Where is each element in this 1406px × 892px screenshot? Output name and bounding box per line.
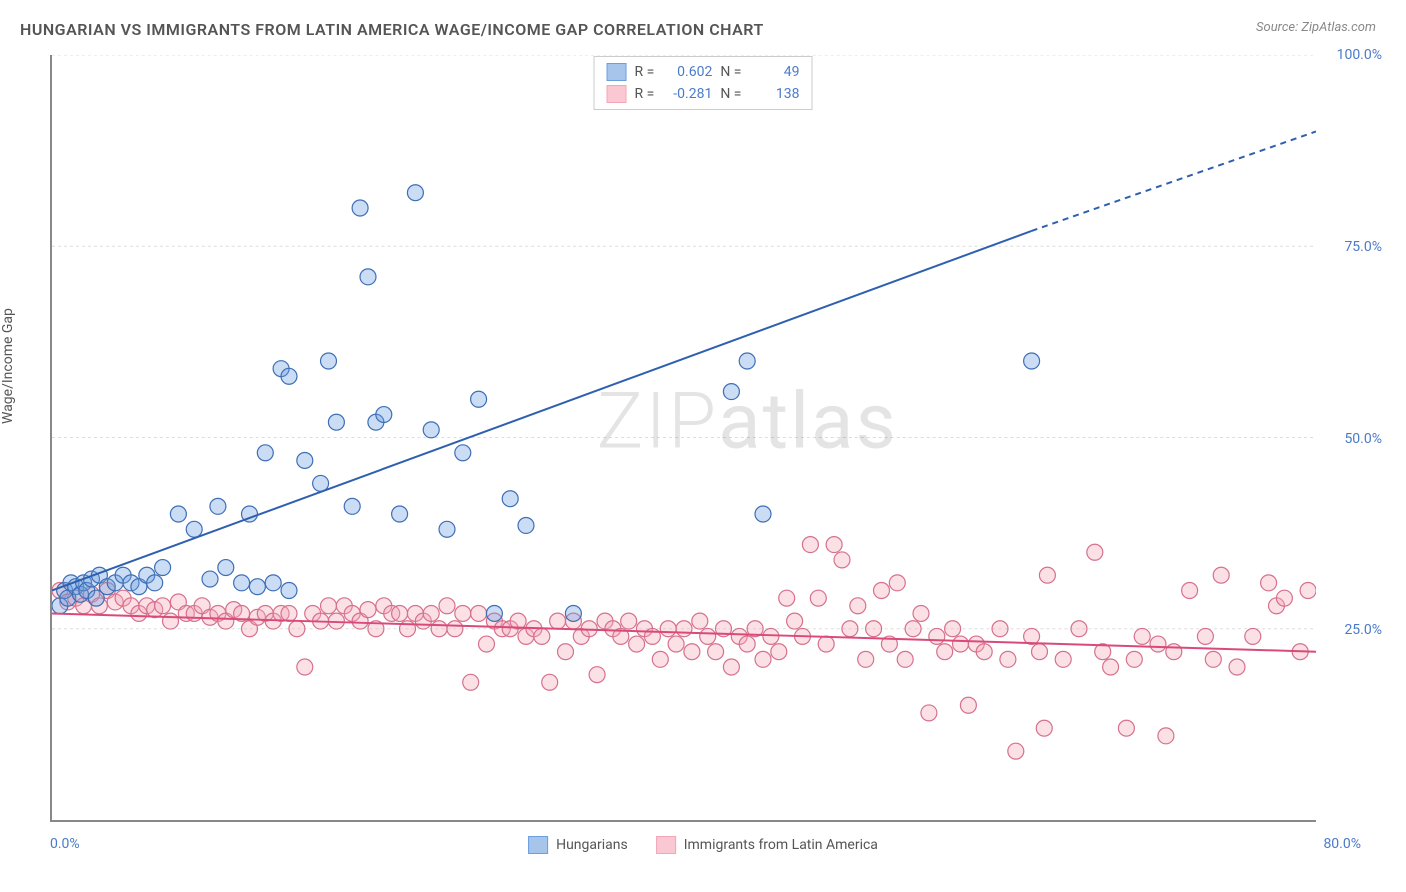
chart-svg xyxy=(52,55,1316,820)
chart-title: HUNGARIAN VS IMMIGRANTS FROM LATIN AMERI… xyxy=(20,20,764,39)
legend-label: Immigrants from Latin America xyxy=(684,837,878,853)
xaxis-min-label: 0.0% xyxy=(50,836,80,852)
legend-swatch-pink xyxy=(607,85,627,103)
yaxis-tick-label: 25.0% xyxy=(1344,622,1382,638)
chart-container: HUNGARIAN VS IMMIGRANTS FROM LATIN AMERI… xyxy=(0,0,1406,892)
legend-row: R = -0.281 N = 138 xyxy=(607,83,800,105)
n-value: 49 xyxy=(749,64,799,80)
r-value: -0.281 xyxy=(662,86,712,102)
legend-swatch-pink xyxy=(656,836,676,854)
legend-item: Hungarians xyxy=(528,836,628,854)
yaxis-label: Wage/Income Gap xyxy=(0,308,16,424)
n-label: N = xyxy=(720,86,741,102)
legend-swatch-blue xyxy=(528,836,548,854)
series-legend: Hungarians Immigrants from Latin America xyxy=(528,836,878,854)
correlation-legend: R = 0.602 N = 49 R = -0.281 N = 138 xyxy=(594,56,813,110)
yaxis-tick-label: 75.0% xyxy=(1344,239,1382,255)
n-label: N = xyxy=(720,64,741,80)
r-value: 0.602 xyxy=(662,64,712,80)
yaxis-tick-label: 100.0% xyxy=(1337,47,1382,63)
yaxis-tick-label: 50.0% xyxy=(1344,431,1382,447)
r-label: R = xyxy=(635,86,655,102)
r-label: R = xyxy=(635,64,655,80)
xaxis-max-label: 80.0% xyxy=(1323,836,1361,852)
legend-item: Immigrants from Latin America xyxy=(656,836,878,854)
legend-row: R = 0.602 N = 49 xyxy=(607,61,800,83)
n-value: 138 xyxy=(749,86,799,102)
legend-label: Hungarians xyxy=(556,837,628,853)
source-attribution: Source: ZipAtlas.com xyxy=(1256,20,1376,35)
plot-area: ZIPatlas xyxy=(50,55,1316,822)
legend-swatch-blue xyxy=(607,63,627,81)
